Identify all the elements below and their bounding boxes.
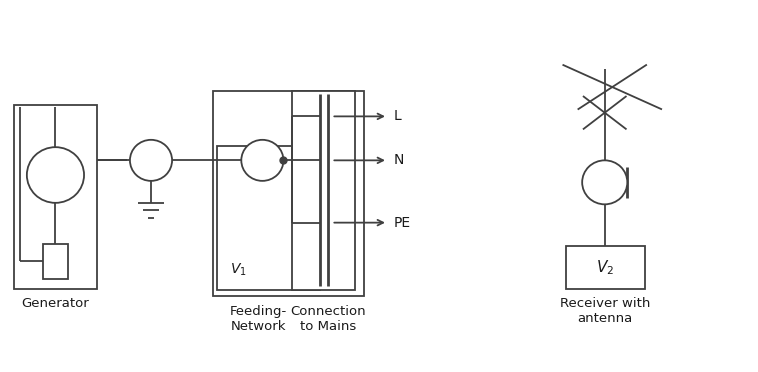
Bar bbox=[14, 105, 97, 289]
Circle shape bbox=[130, 140, 172, 181]
Text: $V_2$: $V_2$ bbox=[596, 258, 614, 277]
Bar bbox=[214, 91, 364, 296]
Bar bbox=[565, 246, 644, 289]
Circle shape bbox=[27, 147, 84, 203]
Text: N: N bbox=[394, 153, 404, 167]
Text: $V_1$: $V_1$ bbox=[230, 262, 246, 278]
Text: Generator: Generator bbox=[21, 297, 89, 310]
Text: Feeding-
Network: Feeding- Network bbox=[230, 305, 287, 333]
Circle shape bbox=[582, 160, 628, 204]
Circle shape bbox=[241, 140, 283, 181]
Bar bbox=[218, 147, 320, 290]
Bar bbox=[42, 244, 68, 279]
Text: PE: PE bbox=[394, 216, 411, 230]
Text: Receiver with
antenna: Receiver with antenna bbox=[559, 297, 650, 326]
Text: L: L bbox=[394, 109, 402, 124]
Text: Connection
to Mains: Connection to Mains bbox=[290, 305, 365, 333]
Bar bbox=[292, 91, 355, 290]
